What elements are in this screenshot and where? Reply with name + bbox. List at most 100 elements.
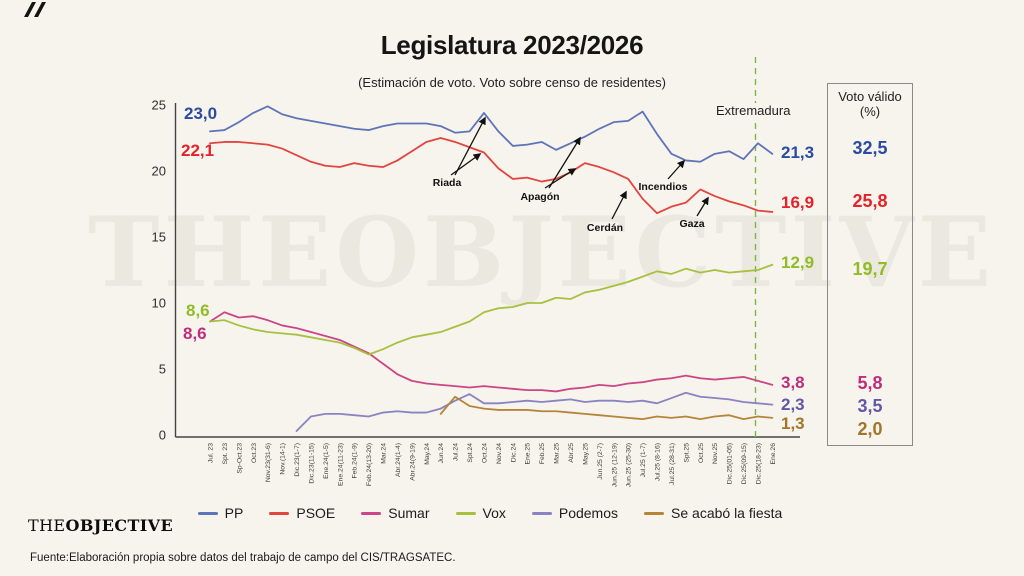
annotation-apagon: Apagón (520, 191, 560, 203)
logo-objective: OBJECTIVE (65, 516, 174, 535)
y-tick-label: 15 (152, 230, 166, 245)
y-tick-label: 0 (159, 428, 166, 443)
start-label-pp: 23,0 (184, 104, 218, 123)
legend-label: Se acabó la fiesta (671, 505, 783, 521)
x-tick-label: Jun.25 (12-19) (611, 443, 618, 487)
legend-label: PSOE (296, 505, 336, 521)
legend-label: Sumar (388, 505, 430, 521)
chart-legend: PP PSOE Sumar Vox Podemos Se acabó la fiesta (130, 505, 850, 521)
x-tick-label: Nov.25 (712, 443, 719, 464)
x-tick-label: May.25 (582, 443, 589, 465)
x-tick-label: Jul. 23 (208, 443, 215, 463)
x-tick-label: Jun.24 (438, 443, 445, 464)
x-tick-label: Dic.23(11-15) (308, 443, 315, 484)
legend-swatch (269, 511, 290, 515)
series-line-se-acab-la-fiesta (439, 395, 774, 421)
logo-the: THE (28, 516, 66, 535)
series-line-sumar (209, 311, 774, 393)
x-tick-label: Abr.24(1-4) (395, 443, 402, 477)
legend-item-sumar: Sumar (361, 505, 430, 521)
legend-item-podemos: Podemos (531, 505, 619, 521)
legend-item-pp: PP (197, 505, 244, 521)
x-tick-label: Abr.25 (568, 443, 575, 463)
annotation-arrow (544, 168, 577, 189)
panel-value-pp: 32,5 (852, 138, 888, 158)
legend-swatch (455, 511, 476, 515)
end-label-sumar: 3,8 (781, 373, 805, 392)
panel-title-line2: (%) (859, 104, 881, 119)
legend-swatch (361, 511, 382, 515)
x-tick-label: Sp-Oct.23 (236, 443, 243, 474)
annotation-arrow (454, 116, 486, 176)
x-tick-label: Feb.25 (539, 443, 546, 464)
x-tick-label: Oct.25 (698, 443, 705, 463)
x-tick-label: Dic.25(18-23) (755, 443, 762, 484)
x-tick-label: Dic.25(01-05) (727, 443, 734, 484)
annotation-arrow (696, 196, 709, 217)
x-tick-label: Dic.25(09-15) (741, 443, 748, 484)
panel-value-vox: 19,7 (852, 259, 888, 279)
series-line-psoe (209, 137, 774, 215)
x-tick-label: Nov.(14-1) (280, 443, 287, 475)
x-tick-label: Ene.24(1-5) (323, 443, 330, 479)
start-label-psoe: 22,1 (181, 141, 215, 160)
legend-swatch (197, 511, 218, 515)
start-label-sumar: 8,6 (183, 324, 207, 343)
annotation-gaza: Gaza (679, 218, 705, 230)
panel-title-line1: Voto válido (838, 89, 902, 104)
background-watermark: THEOBJECTIVE (88, 196, 996, 309)
annotation-arrow (450, 153, 482, 176)
series-line-pp (209, 105, 774, 163)
series-line-podemos (295, 391, 774, 432)
x-tick-label: Jul.24 (453, 443, 460, 461)
y-tick-label: 10 (152, 296, 166, 311)
legend-swatch (531, 511, 552, 515)
x-tick-label: Ene.26 (770, 443, 777, 465)
x-tick-label: Feb.24(13-20) (366, 443, 373, 486)
legend-label: Podemos (558, 505, 619, 521)
end-label-vox: 12,9 (781, 253, 815, 272)
end-label-pp: 21,3 (781, 143, 815, 162)
x-tick-label: Oct.24 (481, 443, 488, 463)
annotation-riada: Riada (432, 177, 462, 189)
x-tick-label: Feb.24(1-9) (352, 443, 359, 479)
annotation-arrow (667, 159, 686, 180)
y-tick-label: 25 (152, 98, 166, 113)
x-tick-label: Mar.24 (381, 443, 388, 464)
annotation-arrow (611, 190, 627, 220)
x-tick-label: Spt.25 (683, 443, 690, 463)
legend-swatch (644, 511, 665, 515)
y-tick-label: 20 (152, 164, 166, 179)
x-tick-label: Jul.25 (1-7) (640, 443, 647, 477)
valid-vote-panel: Voto válido (%) 32,5 25,8 19,7 5,8 3,5 2… (827, 83, 913, 446)
x-tick-label: Mar.25 (554, 443, 561, 464)
legend-item-psoe: PSOE (269, 505, 335, 521)
page-subtitle: (Estimación de voto. Voto sobre censo de… (358, 75, 666, 90)
legend-item-vox: Vox (455, 505, 506, 521)
source-footer: Fuente:Elaboración propia sobre datos de… (30, 552, 456, 564)
y-tick-label: 5 (159, 362, 166, 377)
panel-value-sumar: 5,8 (857, 373, 883, 393)
legend-item-se-acab-la-fiesta: Se acabó la fiesta (644, 505, 782, 521)
start-label-vox: 8,6 (186, 301, 210, 320)
x-tick-label: Oct.23 (251, 443, 258, 463)
x-tick-label: Spt.24 (467, 443, 474, 463)
corner-mark (24, 2, 46, 17)
x-tick-label: Abr.24(9-19) (409, 443, 416, 481)
legend-label: PP (224, 505, 244, 521)
panel-title: Voto válido (%) (828, 89, 912, 119)
x-tick-label: Jun.25 (2-7) (597, 443, 604, 480)
x-tick-label: Dic.24 (510, 443, 517, 462)
x-tick-label: May.24 (424, 443, 431, 465)
x-tick-label: Ene.24(11-23) (337, 443, 344, 486)
x-tick-label: Jun.25 (25-30) (626, 443, 633, 487)
end-label-psoe: 16,9 (781, 193, 815, 212)
end-label-salf: 1,3 (781, 414, 805, 433)
annotation-arrow (548, 136, 581, 189)
x-tick-label: Jul.25 (8-16) (655, 443, 662, 481)
page-title: Legislatura 2023/2026 (380, 30, 644, 60)
x-tick-label: Spt. 23 (222, 443, 229, 465)
event-line-label: Extremadura (713, 103, 794, 118)
panel-value-podemos: 3,5 (857, 396, 883, 416)
